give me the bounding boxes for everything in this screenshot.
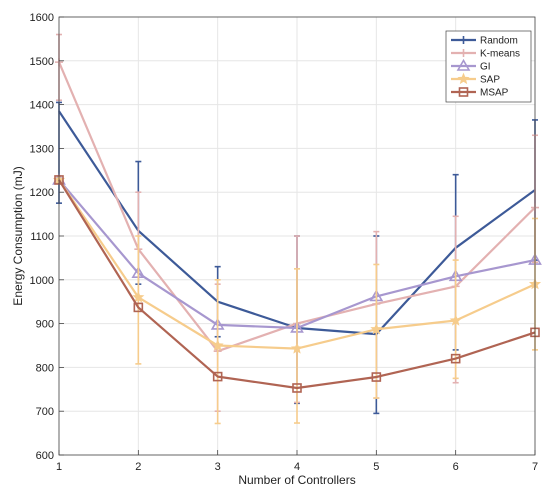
legend-label: Random: [480, 36, 518, 47]
x-tick-label: 1: [56, 461, 62, 473]
legend-item: GI: [451, 58, 491, 73]
x-tick-label: 3: [215, 461, 221, 473]
data-point: [212, 371, 223, 382]
legend: Random K-means GI SAP MSAP: [445, 30, 532, 103]
data-point: [133, 302, 144, 313]
legend-label: K-means: [480, 49, 520, 60]
legend-label: GI: [480, 62, 491, 73]
data-point: [450, 353, 461, 364]
y-tick-label: 1500: [30, 56, 54, 68]
data-point: [370, 322, 383, 335]
x-tick-label: 5: [373, 461, 379, 473]
y-tick-label: 700: [36, 406, 54, 418]
y-tick-label: 1600: [30, 12, 54, 24]
data-point: [290, 342, 304, 354]
x-tick-label: 4: [294, 461, 300, 473]
y-tick-label: 1400: [30, 100, 54, 112]
data-point: [132, 290, 145, 303]
legend-item: Random: [451, 36, 518, 47]
legend-swatch-marker: [457, 72, 470, 85]
series-layer: [52, 33, 542, 425]
data-point: [449, 314, 462, 326]
series-line: [58, 179, 536, 390]
x-axis-label: Number of Controllers: [238, 473, 355, 487]
y-tick-label: 1000: [30, 275, 54, 287]
tick-labels: 1 2 3 4 5 6 7 600 700 800 900 1000 1100 1200 1300 1400 1…: [30, 12, 539, 473]
x-tick-label: 2: [135, 461, 141, 473]
legend-item: MSAP: [451, 87, 509, 99]
legend-swatch-marker: [458, 87, 469, 97]
data-point: [211, 339, 224, 351]
y-tick-label: 600: [36, 450, 54, 462]
legend-label: SAP: [480, 75, 500, 86]
legend-item: SAP: [451, 72, 500, 86]
data-point: [292, 383, 302, 393]
x-tick-label: 6: [453, 461, 459, 473]
legend-swatch-marker: [459, 49, 468, 57]
y-tick-label: 800: [36, 362, 54, 374]
y-tick-label: 900: [36, 319, 54, 331]
legend-label: MSAP: [480, 88, 509, 99]
y-tick-label: 1100: [30, 231, 54, 243]
x-tick-label: 7: [532, 461, 538, 473]
y-tick-label: 1300: [30, 143, 54, 155]
y-tick-label: 1200: [30, 187, 54, 199]
data-point: [371, 372, 382, 382]
legend-item: K-means: [451, 49, 520, 60]
y-axis-label: Energy Consumption (mJ): [11, 166, 25, 305]
legend-swatch-marker: [456, 58, 471, 71]
